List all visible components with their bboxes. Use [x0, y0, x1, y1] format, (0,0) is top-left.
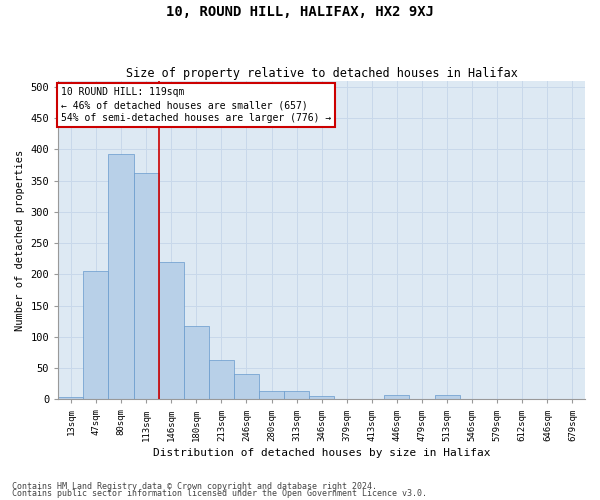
Bar	[158, 262, 184, 400]
Bar	[434, 395, 460, 400]
Bar	[58, 398, 83, 400]
Title: Size of property relative to detached houses in Halifax: Size of property relative to detached ho…	[126, 66, 518, 80]
Bar	[234, 374, 259, 400]
Bar	[309, 396, 334, 400]
Bar	[109, 154, 134, 400]
Bar	[184, 326, 209, 400]
Bar	[485, 398, 510, 400]
Text: 10, ROUND HILL, HALIFAX, HX2 9XJ: 10, ROUND HILL, HALIFAX, HX2 9XJ	[166, 5, 434, 19]
Y-axis label: Number of detached properties: Number of detached properties	[15, 150, 25, 330]
Bar	[134, 172, 158, 400]
Text: 10 ROUND HILL: 119sqm
← 46% of detached houses are smaller (657)
54% of semi-det: 10 ROUND HILL: 119sqm ← 46% of detached …	[61, 87, 331, 124]
Bar	[334, 398, 359, 400]
Bar	[535, 398, 560, 400]
Bar	[83, 271, 109, 400]
Bar	[460, 398, 485, 400]
Bar	[209, 360, 234, 400]
Bar	[359, 398, 385, 400]
Bar	[385, 395, 409, 400]
Bar	[259, 391, 284, 400]
Bar	[510, 398, 535, 400]
X-axis label: Distribution of detached houses by size in Halifax: Distribution of detached houses by size …	[153, 448, 490, 458]
Bar	[409, 398, 434, 400]
Text: Contains public sector information licensed under the Open Government Licence v3: Contains public sector information licen…	[12, 489, 427, 498]
Text: Contains HM Land Registry data © Crown copyright and database right 2024.: Contains HM Land Registry data © Crown c…	[12, 482, 377, 491]
Bar	[284, 390, 309, 400]
Bar	[560, 398, 585, 400]
